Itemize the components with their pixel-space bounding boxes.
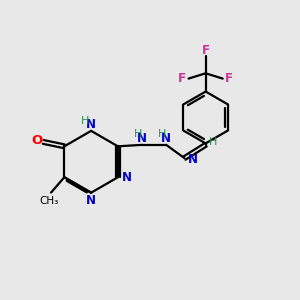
Text: N: N: [86, 194, 96, 207]
Text: F: F: [225, 72, 233, 85]
Text: H: H: [209, 137, 217, 147]
Text: F: F: [202, 44, 210, 57]
Text: H: H: [134, 129, 142, 139]
Text: N: N: [137, 132, 147, 145]
Text: N: N: [122, 171, 131, 184]
Text: F: F: [178, 72, 186, 85]
Text: H: H: [80, 116, 89, 126]
Text: O: O: [31, 134, 42, 147]
Text: H: H: [158, 129, 166, 139]
Text: N: N: [188, 153, 198, 166]
Text: N: N: [161, 132, 171, 145]
Text: CH₃: CH₃: [39, 196, 58, 206]
Text: N: N: [86, 118, 96, 130]
